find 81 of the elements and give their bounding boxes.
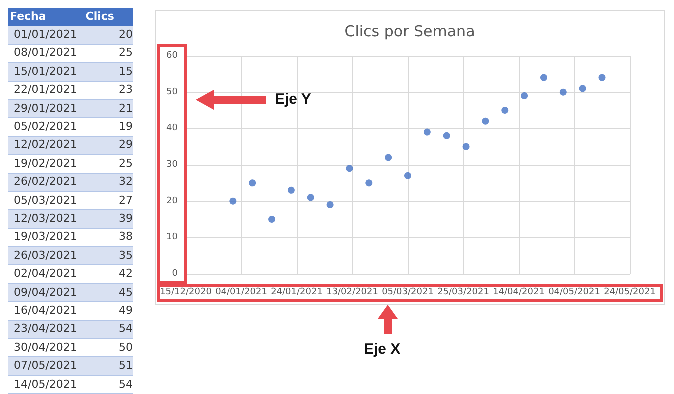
data-label: 29 xyxy=(118,138,133,152)
point xyxy=(230,198,237,205)
data-label: 25 xyxy=(118,46,133,60)
text: Eje X xyxy=(364,341,401,358)
y-tick-label: 0 xyxy=(172,269,178,279)
data-label: 39 xyxy=(118,212,133,226)
data-label: 54 xyxy=(118,322,133,336)
data-label: 23 xyxy=(118,83,133,98)
category-label: 05/03/2021 xyxy=(13,194,78,208)
category-label: 23/04/2021 xyxy=(13,322,78,336)
y-tick-label: 50 xyxy=(166,87,178,98)
chart-title: Clics por Semana xyxy=(344,22,476,40)
category-label: 07/05/2021 xyxy=(13,359,78,374)
category-label: 26/02/2021 xyxy=(13,175,78,190)
data-label: 35 xyxy=(118,248,133,263)
category-label: 12/02/2021 xyxy=(13,138,78,152)
data-label: 15 xyxy=(118,64,133,79)
data-label: 20 xyxy=(118,28,133,42)
x-tick-label: 15/12/2020 xyxy=(160,288,212,298)
point xyxy=(560,88,567,96)
x-tick-label: 04/05/2021 xyxy=(548,288,600,298)
data-label: 19 xyxy=(118,120,133,134)
category-label: 29/01/2021 xyxy=(13,102,78,116)
point xyxy=(404,172,412,180)
point xyxy=(268,216,276,223)
point xyxy=(288,186,295,194)
x-tick-label: 24/05/2021 xyxy=(604,288,656,298)
x-tick-label: 14/04/2021 xyxy=(493,288,545,298)
category-label: 26/03/2021 xyxy=(13,248,78,263)
category-label: 14/05/2021 xyxy=(13,378,78,392)
point xyxy=(326,201,334,208)
annotation: Eje Y xyxy=(275,91,312,108)
category-label: 15/01/2021 xyxy=(13,64,78,79)
text: Fecha xyxy=(9,10,48,24)
data-label: 50 xyxy=(118,340,133,355)
category-label: 22/01/2021 xyxy=(13,83,78,98)
y-tick-label: 20 xyxy=(166,196,178,206)
y-tick-label: 30 xyxy=(166,160,178,170)
point xyxy=(385,154,392,162)
point xyxy=(443,132,450,140)
category-label: 02/04/2021 xyxy=(13,267,78,282)
data-label: 54 xyxy=(118,378,133,392)
point xyxy=(502,107,509,114)
data-label: 42 xyxy=(118,267,133,282)
x-tick-label: 04/01/2021 xyxy=(216,288,268,298)
category-label: 12/03/2021 xyxy=(13,212,78,226)
category-label: 09/04/2021 xyxy=(13,286,78,300)
category-label: 19/03/2021 xyxy=(13,230,78,244)
data-label: 38 xyxy=(118,230,133,244)
category-label: 30/04/2021 xyxy=(13,340,78,355)
data-label: 32 xyxy=(118,175,133,190)
y-tick-label: 40 xyxy=(166,124,178,134)
point xyxy=(249,180,256,187)
point xyxy=(521,92,528,100)
category-label: 08/01/2021 xyxy=(13,46,78,60)
x-tick-label: 25/03/2021 xyxy=(438,288,490,298)
point xyxy=(579,85,586,92)
y-tick-label: 10 xyxy=(166,232,178,243)
data-label: 45 xyxy=(118,286,133,300)
data-label: 49 xyxy=(118,304,133,318)
point xyxy=(346,165,354,172)
point xyxy=(482,118,490,125)
category-label: 16/04/2021 xyxy=(13,304,78,318)
category-label: 01/01/2021 xyxy=(13,28,78,42)
point xyxy=(540,74,548,82)
text: Clics xyxy=(84,10,116,24)
point xyxy=(307,194,314,202)
data-label: 51 xyxy=(118,359,133,374)
y-tick-label: 60 xyxy=(166,51,178,61)
category-label: 19/02/2021 xyxy=(13,156,78,171)
x-tick-label: 13/02/2021 xyxy=(326,288,378,298)
x-tick-label: 05/03/2021 xyxy=(382,288,434,298)
point xyxy=(462,143,470,150)
data-label: 25 xyxy=(118,156,133,171)
x-tick-label: 24/01/2021 xyxy=(271,288,323,298)
category-label: 05/02/2021 xyxy=(13,120,78,134)
point xyxy=(366,180,373,187)
data-label: 21 xyxy=(118,102,133,116)
data-label: 27 xyxy=(118,194,133,208)
point xyxy=(598,74,606,82)
point xyxy=(424,128,431,136)
